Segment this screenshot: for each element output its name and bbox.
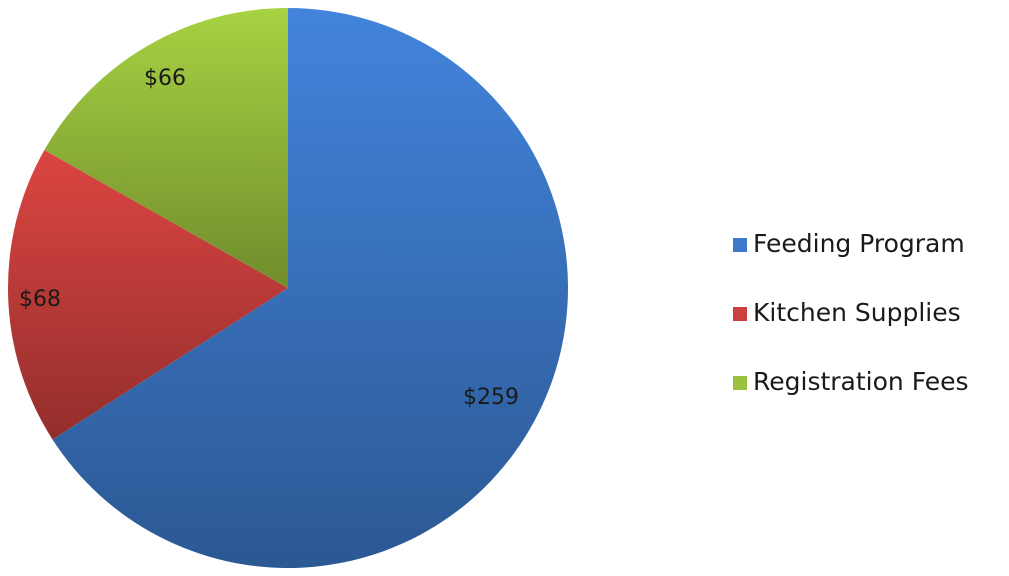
data-label-feeding-program: $259 bbox=[463, 385, 519, 410]
legend-item-kitchen-supplies: Kitchen Supplies bbox=[733, 298, 961, 327]
legend-swatch bbox=[733, 376, 747, 390]
legend-swatch bbox=[733, 307, 747, 321]
legend: Feeding Program Kitchen Supplies Registrat… bbox=[733, 229, 969, 396]
pie-slice-registration-fees bbox=[44, 7, 289, 288]
pie-slice-feeding-program bbox=[52, 8, 568, 568]
data-label-kitchen-supplies: $68 bbox=[19, 287, 61, 312]
legend-item-registration-fees: Registration Fees bbox=[733, 367, 969, 396]
legend-item-feeding-program: Feeding Program bbox=[733, 229, 965, 258]
data-label-registration-fees: $66 bbox=[144, 66, 186, 91]
legend-label: Kitchen Supplies bbox=[753, 298, 961, 327]
legend-label: Feeding Program bbox=[753, 229, 965, 258]
pie-data-labels: $259 $68 $66 bbox=[19, 66, 519, 410]
legend-label: Registration Fees bbox=[753, 367, 969, 396]
legend-swatch bbox=[733, 238, 747, 252]
pie-slice-kitchen-supplies bbox=[7, 149, 289, 440]
pie-slices bbox=[7, 7, 568, 568]
